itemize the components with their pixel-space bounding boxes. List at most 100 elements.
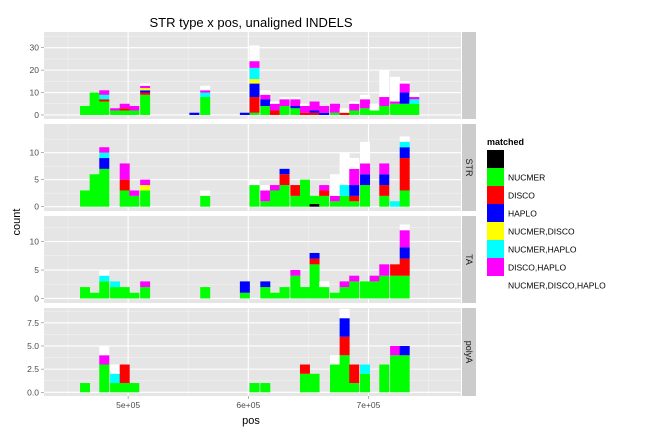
bar-segment [200, 92, 211, 98]
bar-segment [379, 275, 390, 299]
bar-segment [260, 190, 271, 202]
bar-segment [290, 97, 301, 100]
bar-segment [330, 195, 340, 202]
bar-segment [339, 308, 350, 319]
bar-segment [399, 190, 410, 207]
bar-segment [80, 287, 91, 299]
bar-segment [319, 195, 330, 207]
bar-segment [290, 270, 301, 276]
legend-label: DISCO,HAPLO [508, 263, 566, 273]
y-tick-label: 10 [30, 148, 40, 158]
bar-segment [110, 364, 121, 374]
bar-segment [249, 67, 260, 80]
y-tick-label: 5 [34, 175, 39, 185]
bar-segment [279, 99, 290, 106]
bar-segment [99, 345, 110, 356]
bar-segment [330, 355, 340, 365]
bar-segment [349, 101, 360, 104]
facet-panel: 0 5 10 STR [30, 124, 476, 212]
bar-segment [330, 364, 340, 393]
bar-segment [399, 345, 410, 356]
bar-segment [249, 112, 260, 115]
bar-segment [349, 185, 360, 196]
bar-segment [379, 185, 390, 196]
bar-segment [129, 292, 140, 299]
bar-segment [409, 92, 420, 98]
bar-segment [80, 105, 91, 115]
bar-segment [129, 383, 140, 393]
y-tick-label: 5.0 [27, 341, 39, 351]
y-tick-label: 10 [30, 237, 40, 247]
bar-segment [330, 174, 340, 196]
bar-segment [279, 97, 290, 100]
legend-swatch [487, 150, 504, 168]
bar-segment [129, 110, 140, 115]
bar-segment [390, 275, 401, 299]
bar-segment [339, 108, 350, 113]
bar-segment [129, 195, 140, 207]
bar-segment [239, 112, 250, 115]
bar-segment [200, 85, 211, 91]
bar-segment [290, 108, 301, 115]
bar-segment [239, 292, 250, 299]
bar-segment [349, 168, 360, 186]
bar-segment [260, 281, 271, 288]
bar-segment [309, 264, 320, 299]
bar-segment [99, 275, 110, 282]
x-tick-label: 5e+05 [116, 400, 140, 410]
bar-segment [399, 230, 410, 248]
bar-segment [140, 281, 151, 288]
bar-segment [89, 292, 100, 299]
bar-segment [299, 287, 310, 299]
bar-segment [140, 85, 151, 89]
legend-item [487, 150, 504, 168]
legend-swatch [487, 222, 504, 240]
bar-segment [319, 105, 330, 113]
facet-panel: 0 5 10 TA [30, 216, 476, 303]
bar-segment [309, 110, 320, 113]
bar-segment [399, 103, 410, 115]
bar-segment [339, 185, 350, 196]
legend-item: NUCMER [487, 168, 545, 186]
bar-segment [399, 136, 410, 142]
bar-segment [99, 90, 110, 95]
bar-segment [129, 105, 140, 111]
bar-segment [319, 190, 330, 196]
bar-segment [399, 141, 410, 148]
bar-segment [119, 287, 130, 299]
bar-segment [129, 190, 140, 196]
bar-segment [260, 105, 271, 115]
bar-segment [119, 190, 130, 207]
bar-segment [269, 103, 280, 111]
bar-segment [110, 281, 121, 288]
bar-segment [409, 103, 420, 115]
bar-segment [390, 201, 401, 207]
bar-segment [330, 103, 340, 113]
bar-segment [110, 373, 121, 384]
bar-segment [339, 281, 350, 288]
bar-segment [200, 287, 211, 299]
bar-segment [290, 105, 301, 109]
bar-segment [339, 318, 350, 337]
bar-segment [399, 83, 410, 93]
bar-segment [379, 70, 390, 98]
bar-segment [309, 195, 320, 204]
facet-strip-label: TA [464, 254, 474, 265]
bar-segment [119, 103, 130, 109]
bar-segment [399, 275, 410, 299]
bar-segment [399, 147, 410, 159]
bar-segment [349, 103, 360, 111]
legend-item: NUCMER,DISCO,HAPLO [487, 276, 606, 294]
bar-segment [309, 203, 320, 207]
bar-segment [249, 83, 260, 98]
bar-segment [99, 270, 110, 276]
bar-segment [279, 287, 290, 299]
bar-segment [349, 364, 360, 384]
bar-segment [399, 158, 410, 191]
bar-segment [330, 201, 340, 207]
bar-segment [360, 163, 371, 175]
bar-segment [269, 185, 280, 191]
bar-segment [119, 179, 130, 191]
bar-segment [360, 99, 371, 109]
bar-segment [89, 92, 100, 115]
